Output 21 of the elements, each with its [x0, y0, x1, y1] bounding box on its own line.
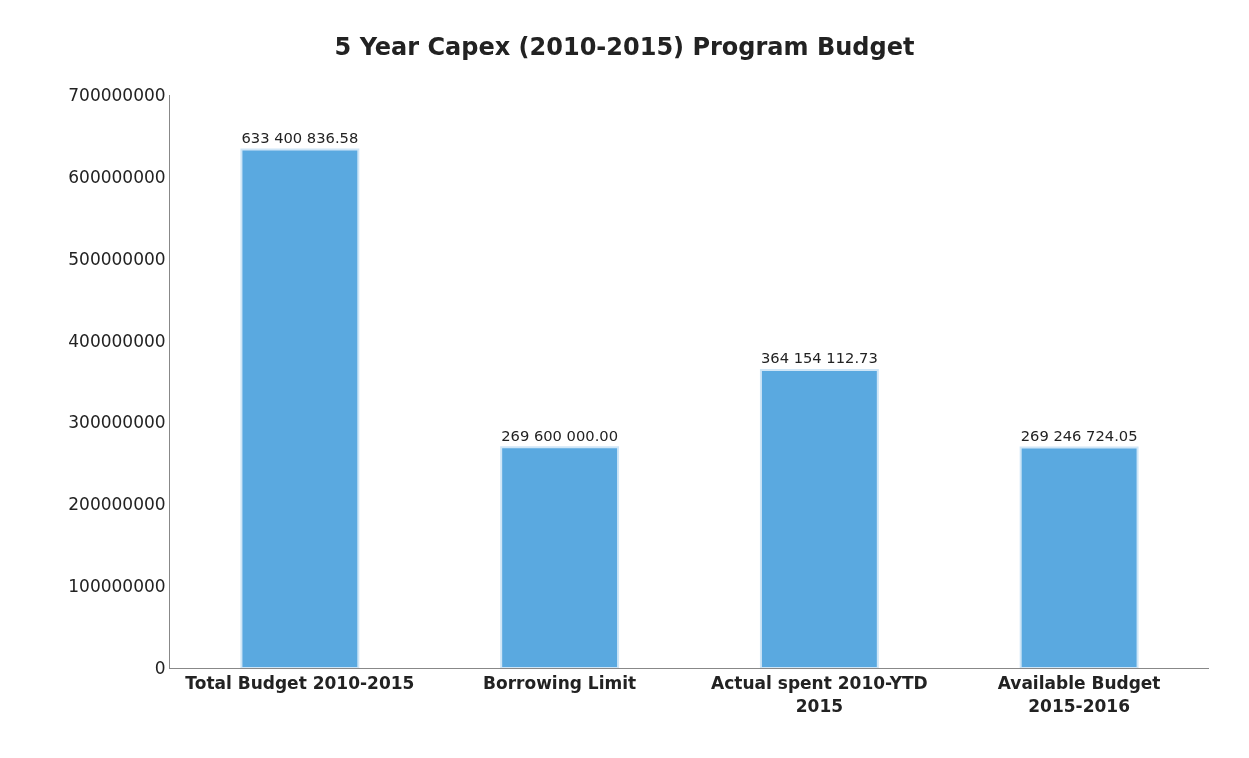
y-tick-label: 700000000: [68, 84, 166, 105]
data-label: 269 246 724.05: [1020, 427, 1138, 445]
y-tick-label: 200000000: [68, 494, 166, 515]
bar: [1019, 446, 1139, 668]
bar: [240, 148, 360, 668]
y-tick-label: 300000000: [68, 412, 166, 433]
x-tick-label: Borrowing Limit: [483, 673, 637, 694]
data-label: 364 154 112.73: [760, 349, 878, 367]
x-tick-label: Total Budget 2010-2015: [185, 673, 415, 694]
y-tick-label: 500000000: [68, 248, 166, 269]
bar: [759, 368, 879, 668]
data-label: 269 600 000.00: [501, 426, 619, 444]
x-tick-label: Actual spent 2010-YTD 2015: [711, 673, 928, 716]
y-tick-label: 0: [154, 657, 166, 678]
y-tick-label: 100000000: [68, 576, 166, 597]
y-tick-label: 400000000: [68, 330, 166, 351]
y-tick-label: 600000000: [68, 166, 166, 187]
x-tick-label: Available Budget 2015-2016: [997, 673, 1161, 716]
chart-title: 5 Year Capex (2010-2015) Program Budget: [334, 32, 915, 61]
bar: [500, 446, 620, 668]
data-label: 633 400 836.58: [241, 129, 359, 147]
